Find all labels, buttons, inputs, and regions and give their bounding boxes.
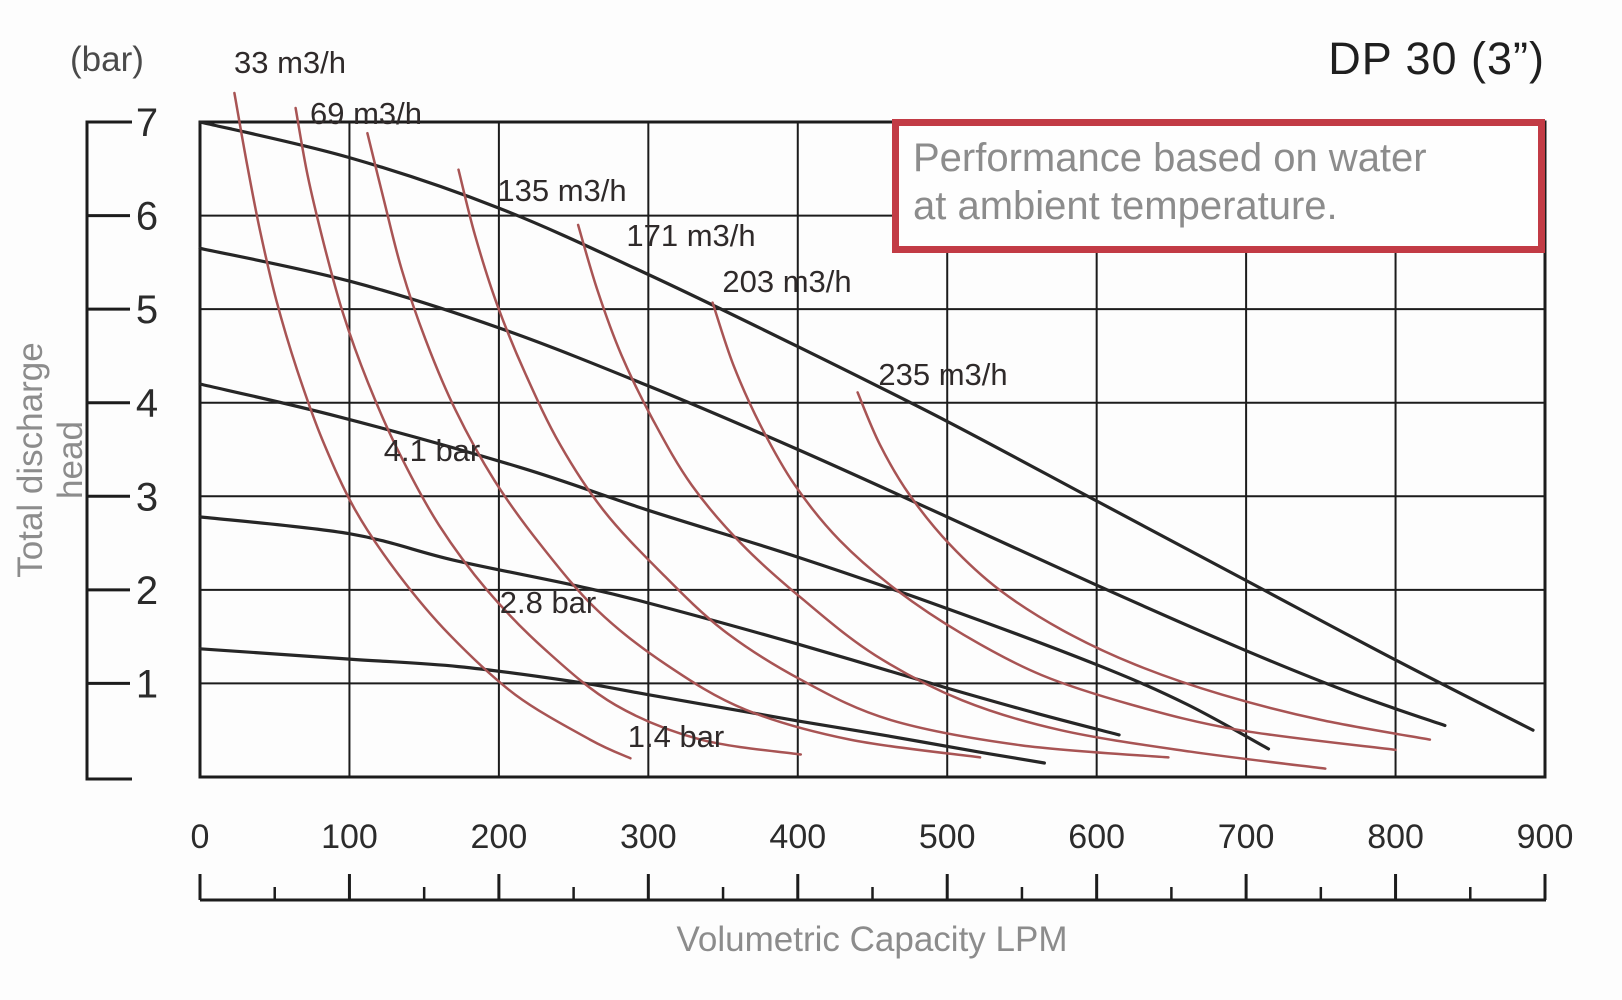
curve-head-curve-2 <box>198 246 1447 728</box>
x-tick-label-900: 900 <box>1517 818 1574 856</box>
label-air-curve-135: 135 m3/h <box>497 173 626 208</box>
label-air-curve-33: 33 m3/h <box>234 45 346 80</box>
curve-head-curve-1 <box>198 120 1535 732</box>
curve-air-curve-33 <box>233 91 632 760</box>
curve-air-curve-203 <box>576 223 1327 770</box>
label-air-curve-235: 235 m3/h <box>878 357 1007 392</box>
curve-air-curve-171 <box>457 168 1170 759</box>
plot-border <box>198 120 1547 779</box>
x-tick-label-400: 400 <box>769 818 826 856</box>
x-tick-label-200: 200 <box>471 818 528 856</box>
curve-head-curve-4 <box>198 515 1121 737</box>
label-head-curve-4: 2.8 bar <box>500 585 597 620</box>
label-head-curve-3: 4.1 bar <box>384 433 481 468</box>
x-tick-label-600: 600 <box>1068 818 1125 856</box>
label-air-curve-69: 69 m3/h <box>310 96 422 131</box>
y-tick-label-2: 2 <box>136 569 158 613</box>
y-tick-label-4: 4 <box>136 382 158 426</box>
y-tick-label-3: 3 <box>136 475 158 519</box>
x-tick-label-500: 500 <box>919 818 976 856</box>
y-tick-label-1: 1 <box>136 662 158 706</box>
label-air-curve-171: 171 m3/h <box>626 218 755 253</box>
label-head-curve-5: 1.4 bar <box>628 719 725 754</box>
curve-air-curve-69 <box>294 106 803 756</box>
curve-air-curve-7 <box>856 391 1432 741</box>
y-tick-label-7: 7 <box>136 101 158 145</box>
y-tick-label-6: 6 <box>136 195 158 239</box>
curve-air-curve-135 <box>366 131 982 759</box>
x-tick-label-100: 100 <box>321 818 378 856</box>
y-axis-bracket <box>85 120 132 781</box>
curve-head-curve-3 <box>198 382 1271 751</box>
curve-head-curve-5 <box>198 647 1046 765</box>
x-tick-label-0: 0 <box>191 818 210 856</box>
label-air-curve-203: 203 m3/h <box>722 264 851 299</box>
x-tick-label-300: 300 <box>620 818 677 856</box>
x-tick-label-700: 700 <box>1218 818 1275 856</box>
curve-air-curve-235 <box>711 301 1397 752</box>
y-tick-label-5: 5 <box>136 288 158 332</box>
x-tick-label-800: 800 <box>1367 818 1424 856</box>
